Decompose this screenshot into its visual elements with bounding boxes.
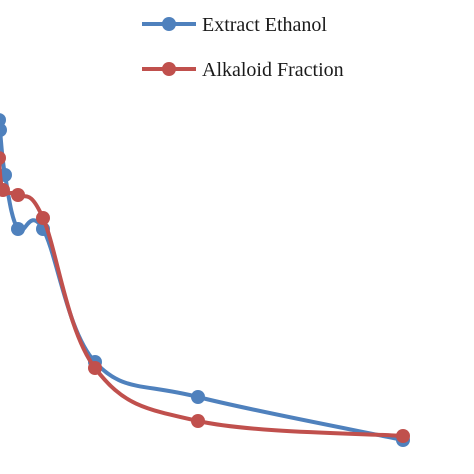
data-point-alkaloid-fraction-0: [0, 151, 6, 165]
data-point-alkaloid-fraction-5: [191, 414, 205, 428]
data-point-extract-ethanol-3: [11, 222, 25, 236]
legend: Extract Ethanol Alkaloid Fraction: [142, 14, 344, 81]
legend-label-extract-ethanol: Extract Ethanol: [202, 14, 327, 36]
legend-label-alkaloid-fraction: Alkaloid Fraction: [202, 59, 344, 81]
legend-marker-extract-ethanol: [162, 17, 176, 31]
data-point-extract-ethanol-2: [0, 168, 12, 182]
data-point-alkaloid-fraction-3: [36, 211, 50, 225]
data-point-alkaloid-fraction-1: [0, 183, 10, 197]
data-point-extract-ethanol-1: [0, 123, 7, 137]
data-point-alkaloid-fraction-6: [396, 429, 410, 443]
legend-item-extract-ethanol: Extract Ethanol: [142, 14, 327, 36]
series-layer: [0, 113, 410, 447]
data-point-alkaloid-fraction-4: [88, 361, 102, 375]
data-point-alkaloid-fraction-2: [11, 188, 25, 202]
legend-marker-alkaloid-fraction: [162, 62, 176, 76]
legend-item-alkaloid-fraction: Alkaloid Fraction: [142, 59, 344, 81]
series-line-extract-ethanol: [0, 118, 405, 442]
data-point-extract-ethanol-6: [191, 390, 205, 404]
